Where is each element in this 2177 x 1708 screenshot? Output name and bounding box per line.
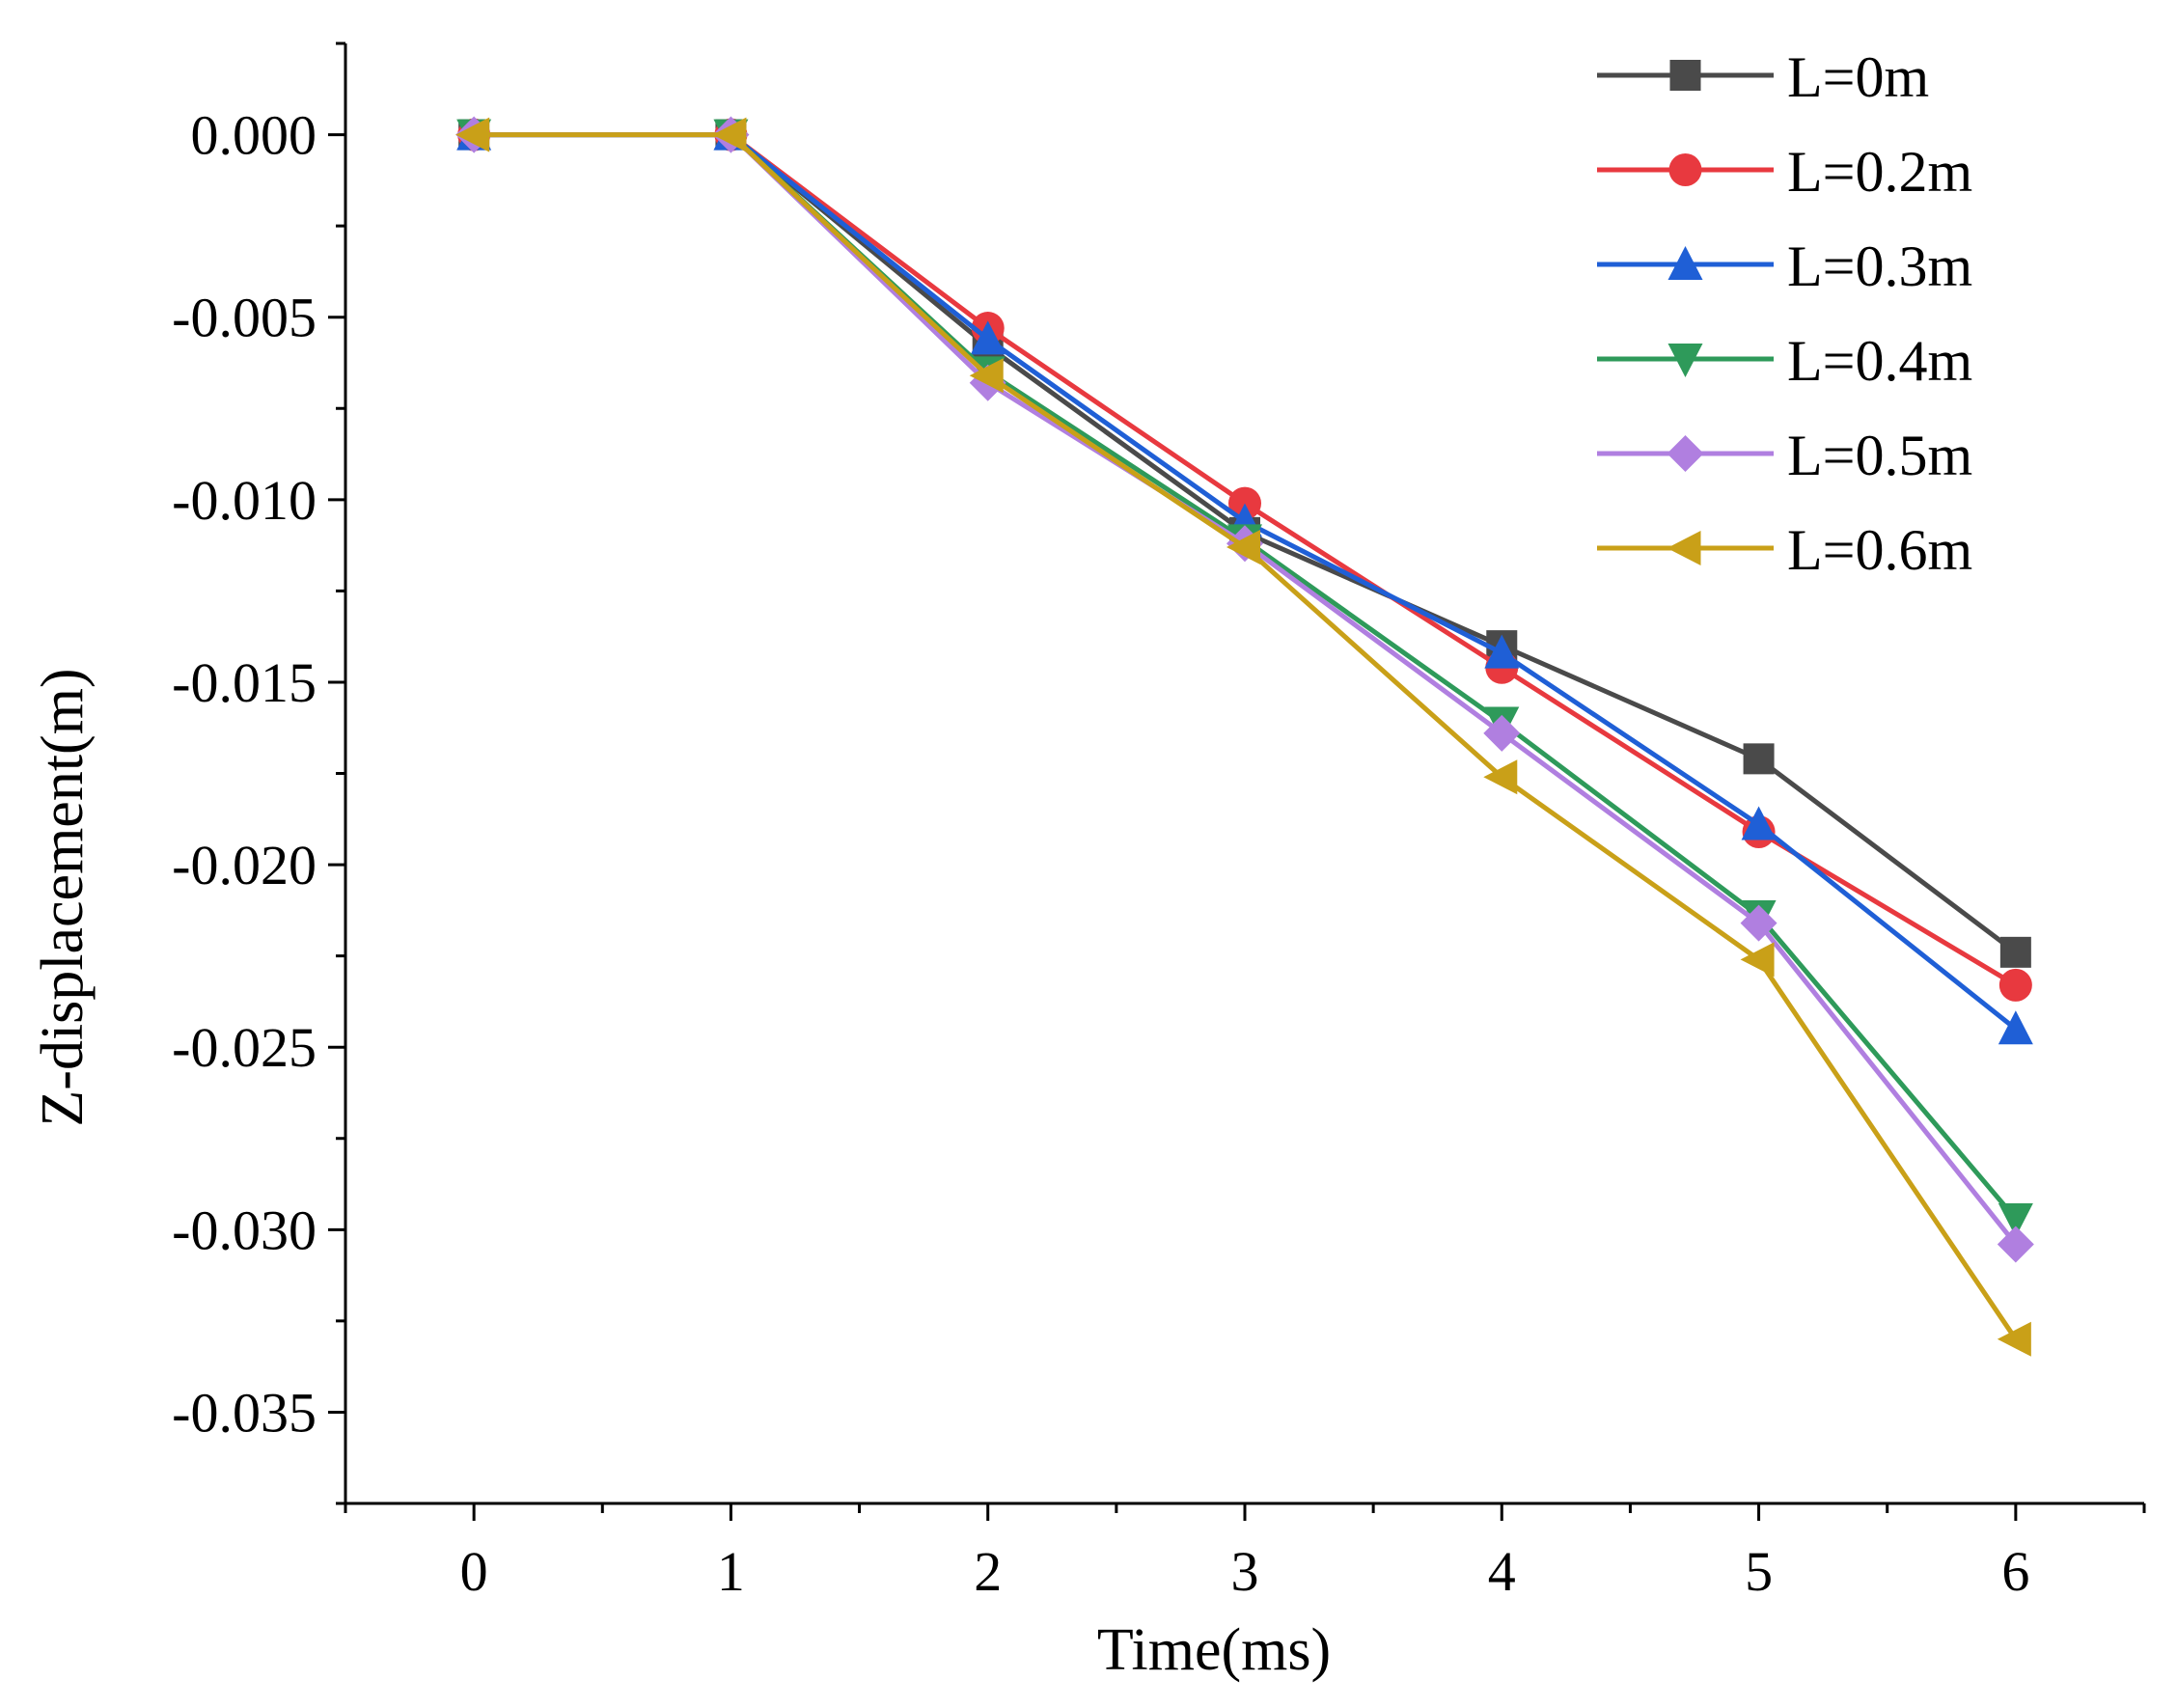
series-line [474, 132, 2018, 1032]
x-tick-label: 1 [717, 1540, 745, 1603]
y-tick-label: -0.005 [172, 287, 317, 349]
data-point [1743, 743, 1775, 775]
series-line [474, 132, 2018, 1247]
y-tick-label: -0.015 [172, 651, 317, 714]
x-axis-title: Time(ms) [1097, 1617, 1331, 1683]
data-point [1226, 529, 1260, 565]
x-tick-label: 6 [2001, 1540, 2029, 1603]
legend-marker [1668, 153, 1702, 186]
data-point [1999, 936, 2031, 968]
data-point [1740, 942, 1775, 978]
legend-item: L=0m [1597, 45, 1929, 109]
ticks: 0.000 -0.005 -0.010 -0.015 -0.020 -0.025 -0.03… [172, 41, 2146, 1603]
data-point [1740, 904, 1777, 942]
data-point [1997, 1321, 2031, 1357]
y-axis-title: Z-displacement(m) [30, 668, 96, 1126]
x-tick-label: 4 [1488, 1540, 1516, 1603]
legend-item: L=0.3m [1597, 234, 1972, 298]
data-point [455, 117, 490, 152]
x-tick-label: 0 [460, 1540, 488, 1603]
legend-marker [1669, 60, 1701, 91]
y-tick-label: 0.000 [191, 104, 317, 167]
y-tick-label: -0.035 [172, 1381, 317, 1444]
legend: L=0m L=0.2m L=0.3m L=0.4m L=0.5m L=0.6m [1597, 45, 1972, 582]
data-point [1997, 1226, 2034, 1263]
data-point [1741, 806, 1777, 840]
legend-marker [1667, 344, 1703, 377]
legend-label: L=0.2m [1787, 140, 1972, 204]
legend-item: L=0.4m [1597, 329, 1972, 393]
legend-label: L=0.3m [1787, 234, 1972, 298]
series-layer [455, 116, 2034, 1357]
legend-item: L=0.6m [1597, 518, 1972, 582]
y-tick-label: -0.025 [172, 1016, 317, 1079]
data-point [1998, 1202, 2033, 1237]
data-point [1483, 759, 1518, 795]
series-line [474, 132, 2018, 1221]
x-tick-label: 5 [1745, 1540, 1773, 1603]
legend-label: L=0m [1787, 45, 1929, 109]
y-tick-label: -0.030 [172, 1198, 317, 1261]
data-point [1998, 1010, 2033, 1045]
legend-marker [1667, 531, 1701, 565]
legend-label: L=0.5m [1787, 424, 1972, 487]
x-tick-label: 3 [1231, 1540, 1259, 1603]
legend-item: L=0.5m [1597, 424, 1972, 487]
series-line [474, 132, 2018, 1341]
legend-label: L=0.6m [1787, 518, 1972, 582]
data-point [712, 117, 747, 152]
x-tick-label: 2 [974, 1540, 1002, 1603]
legend-marker [1667, 246, 1703, 280]
data-point [970, 320, 1006, 355]
legend-marker [1667, 435, 1704, 472]
y-tick-label: -0.020 [172, 834, 317, 896]
y-tick-label: -0.010 [172, 469, 317, 532]
data-point [1484, 634, 1520, 669]
series-L=0.6m [455, 117, 2031, 1357]
data-point [1998, 968, 2032, 1002]
legend-item: L=0.2m [1597, 140, 1972, 204]
data-point [969, 358, 1004, 394]
legend-label: L=0.4m [1787, 329, 1972, 393]
data-point [1483, 714, 1521, 752]
